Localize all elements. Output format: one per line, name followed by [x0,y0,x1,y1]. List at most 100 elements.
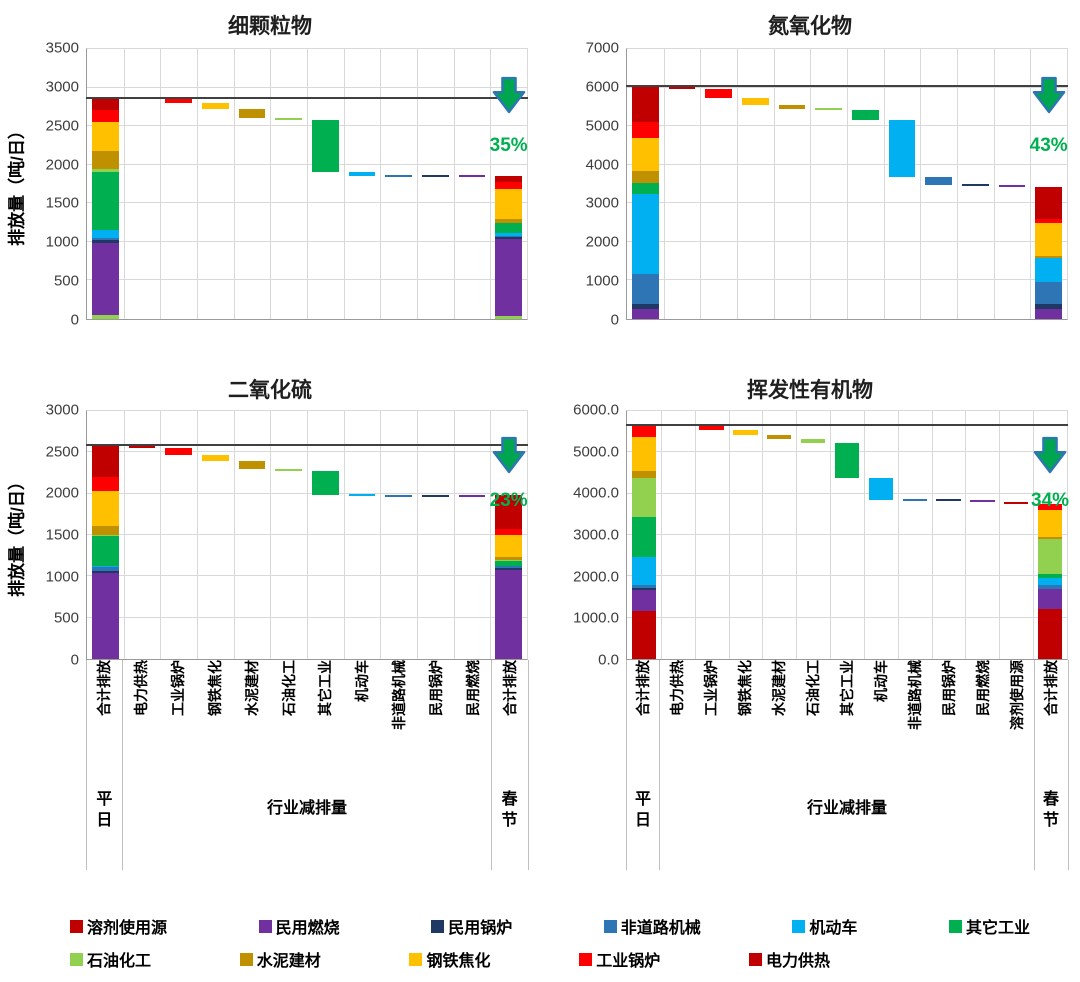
v-gridline [160,49,162,319]
stacked-bar-segment [495,315,522,319]
y-tick-label: 2000.0 [573,568,619,586]
x-tick-label: 钢铁焦化 [737,660,753,716]
y-tick-label: 1000 [45,568,79,586]
stacked-bar-segment [495,232,522,236]
h-gridline [87,410,527,411]
x-tick-label: 电力供热 [133,660,150,716]
stacked-bar-segment [1037,510,1063,538]
v-gridline [490,411,492,659]
x-tick-label-cell: 民用燃烧 [966,660,1000,784]
chart-area: 排放量（吨/日） 0 500 1000 1500 2000 2500 3000 3500 35… [0,40,540,329]
legend-label: 机动车 [809,920,858,937]
waterfall-step-segment [868,477,894,500]
stacked-bar-segment [1037,609,1063,659]
v-gridline [728,411,730,659]
x-axis-area: 合计排放 电力供热 工业锅炉 钢铁焦化 水泥建材 石油化工 其它工业 机动车 非道路机械 民用锅炉… [625,660,1069,870]
x-tick-label-cell: 合计排放 [491,660,528,784]
v-gridline [694,411,696,659]
stacked-bar-segment [1037,574,1063,579]
stacked-bar-segment [495,222,522,233]
stacked-bar-segment [1037,584,1063,589]
stacked-bar-segment [632,85,659,123]
axis-group-separator [625,660,627,870]
stacked-bar-segment [1037,539,1063,575]
legend-item: 水泥建材 [239,947,321,971]
charts-grid: 细颗粒物 排放量（吨/日） 0 500 1000 1500 2000 2500 3000 35… [0,0,1069,900]
waterfall-step-segment [778,104,806,109]
waterfall-step-segment [202,103,229,110]
group-label-spring-festival: 春 节 [1042,791,1059,829]
waterfall-step-segment [902,498,927,501]
y-axis: 0 500 1000 1500 2000 2500 3000 [30,402,86,669]
waterfall-step-segment [202,455,229,462]
legend-item: 民用燃烧 [258,914,340,938]
stacked-bar-segment [92,315,119,319]
waterfall-step-segment [834,442,860,478]
x-tick-label: 机动车 [873,660,889,702]
v-gridline [343,49,345,319]
waterfall-step-segment [970,499,995,502]
stacked-bar-segment [632,182,659,194]
v-gridline [197,49,198,319]
stacked-bar-segment [92,238,119,241]
v-gridline [307,49,308,319]
waterfall-step-segment [385,494,412,497]
group-label-weekday: 平 日 [634,791,651,829]
v-gridline [796,411,798,659]
waterfall-step-segment [458,175,486,178]
stacked-bar-segment [495,569,522,659]
v-gridline [773,49,775,319]
y-tick-label: 1500 [45,194,79,212]
reduction-arrow-icon [492,76,526,119]
v-gridline [453,49,455,319]
v-gridline [270,411,272,659]
y-tick-label: 4000 [585,156,619,174]
v-gridline [197,411,198,659]
x-tick-label-cell: 电力供热 [123,660,160,784]
legend-label: 非道路机械 [620,920,701,937]
waterfall-step-segment [705,88,732,98]
stacked-bar-segment [495,535,522,558]
legend-row-2: 石油化工 水泥建材 钢铁焦化 工业锅炉 电力供热 [70,947,1070,971]
x-tick-label: 石油化工 [280,660,297,716]
legend-label: 溶剂使用源 [87,920,168,937]
x-tick-label: 水泥建材 [771,660,787,716]
waterfall-step-segment [668,85,696,89]
v-gridline [810,49,812,319]
stacked-bar-segment [92,172,119,231]
x-tick-label-cell: 合计排放 [1034,660,1068,784]
chart-panel-pm: 细颗粒物 排放量（吨/日） 0 500 1000 1500 2000 2500 3000 35… [0,0,540,372]
stacked-bar-segment [92,573,119,659]
stacked-bar-segment [92,566,119,571]
stacked-bar-segment [1035,282,1062,305]
x-tick-label-cell: 水泥建材 [762,660,796,784]
stacked-bar-segment [495,182,522,190]
x-tick-label: 非道路机械 [391,660,408,730]
legend-label: 石油化工 [87,953,152,970]
x-tick-label-cell: 电力供热 [660,660,694,784]
stacked-bar-segment [92,525,119,535]
group-label-sector-reduction: 行业减排量 [266,800,347,817]
legend-label: 钢铁焦化 [426,953,491,970]
waterfall-step-segment [422,175,449,178]
axis-group-separator [1067,660,1069,870]
chart-panel-so2: 二氧化硫 排放量（吨/日） 0 500 1000 1500 2000 2500 3000 2… [0,372,540,900]
reduction-percent-label: 35% [489,135,528,157]
plot-area-nox: 43% [626,48,1068,320]
stacked-bar-segment [1037,578,1063,585]
x-tick-label: 合计排放 [1043,660,1059,716]
axis-group-separator [490,660,492,870]
axis-group-separator [122,660,124,870]
x-tick-label-cell: 石油化工 [270,660,307,784]
stacked-bar-segment [631,611,657,659]
axis-group-separator [659,660,661,870]
x-tick-label-cell: 民用燃烧 [454,660,491,784]
waterfall-step-segment [348,493,376,496]
stacked-bar-segment [1035,309,1062,319]
purple-swatch-icon [258,919,272,933]
y-tick-label: 1500 [45,526,79,544]
x-tick-label: 民用燃烧 [464,660,481,716]
x-tick-label: 合计排放 [635,660,651,716]
lightblue-swatch-icon [792,919,806,933]
stacked-bar-segment [92,168,119,173]
